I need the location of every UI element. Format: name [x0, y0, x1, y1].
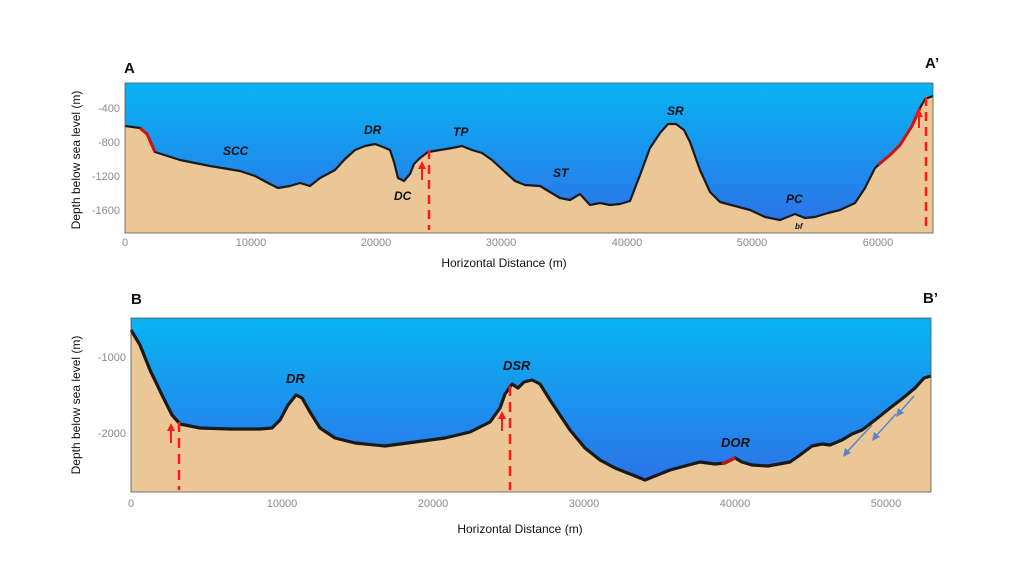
x-tick-label: 50000 [737, 237, 768, 249]
feature-label-pc: PC [786, 192, 803, 206]
fault-arrow-up-icon [498, 411, 506, 431]
feature-label-dr: DR [286, 371, 305, 386]
x-tick-label: 50000 [871, 498, 902, 510]
feature-label-bf: bf [795, 222, 804, 231]
x-tick-label: 20000 [361, 237, 392, 249]
x-tick-label: 0 [128, 498, 134, 510]
feature-label-dor: DOR [721, 435, 751, 450]
panel-b-frame [130, 317, 932, 493]
feature-label-st: ST [553, 166, 570, 180]
feature-label-dsr: DSR [503, 358, 531, 373]
fault-arrow-up-icon [418, 161, 426, 180]
panel-a-label-right: A’ [925, 55, 939, 72]
panel-a-red-drape-right [877, 107, 922, 167]
x-tick-label: 30000 [569, 498, 600, 510]
panel-a-red-drape-left [139, 126, 157, 153]
panel-b-x-axis: 0 10000 20000 30000 40000 50000 Horizont… [128, 498, 901, 536]
fault-arrow-up-icon [915, 109, 923, 128]
panel-a-y-axis-title: Depth below sea level (m) [69, 91, 83, 230]
y-tick-label: -800 [98, 137, 120, 149]
panel-b-plot: DR DSR DOR [129, 317, 932, 493]
downslope-arrow-icon [843, 424, 873, 457]
panel-a-plot: SCC DR DC TP ST SR PC bf [124, 82, 934, 234]
y-tick-label: -1200 [92, 171, 120, 183]
panel-b-sediment [131, 330, 931, 492]
y-tick-label: -400 [98, 103, 120, 115]
x-tick-label: 40000 [612, 237, 643, 249]
panel-b: B B’ [69, 290, 938, 536]
feature-label-tp: TP [453, 125, 469, 139]
x-tick-label: 40000 [720, 498, 751, 510]
y-tick-label: -2000 [98, 428, 126, 440]
feature-label-dc: DC [394, 189, 412, 203]
x-tick-label: 30000 [486, 237, 517, 249]
panel-a-seafloor-line [124, 94, 934, 222]
panel-b-red-drape-dor [721, 456, 736, 466]
panel-a-x-axis-title: Horizontal Distance (m) [441, 256, 566, 270]
panel-b-label-left: B [131, 291, 142, 308]
x-tick-label: 10000 [267, 498, 298, 510]
panel-a-label-left: A [124, 60, 135, 77]
feature-label-sr: SR [667, 104, 684, 118]
y-tick-label: -1600 [92, 205, 120, 217]
x-tick-label: 10000 [236, 237, 267, 249]
panel-a-frame [124, 82, 934, 234]
y-tick-label: -1000 [98, 352, 126, 364]
panel-a: A A’ SCC DR DC TP [69, 55, 939, 270]
panel-b-seafloor-line [129, 329, 932, 482]
downslope-arrow-icon [872, 413, 897, 441]
feature-label-dr: DR [364, 123, 382, 137]
x-tick-label: 0 [122, 237, 128, 249]
feature-label-scc: SCC [223, 144, 249, 158]
panel-a-y-axis: -400 -800 -1200 -1600 Depth below sea le… [69, 91, 120, 230]
x-tick-label: 20000 [418, 498, 449, 510]
panel-b-label-right: B’ [923, 290, 938, 307]
panel-b-x-axis-title: Horizontal Distance (m) [457, 522, 582, 536]
panel-b-y-axis-title: Depth below sea level (m) [69, 336, 83, 475]
panel-a-x-axis: 0 10000 20000 30000 40000 50000 60000 Ho… [122, 237, 893, 270]
panel-b-y-axis: -1000 -2000 Depth below sea level (m) [69, 336, 126, 475]
fault-arrow-up-icon [167, 423, 175, 443]
x-tick-label: 60000 [863, 237, 894, 249]
downslope-arrow-icon [896, 395, 915, 417]
panel-a-sediment [125, 96, 933, 233]
